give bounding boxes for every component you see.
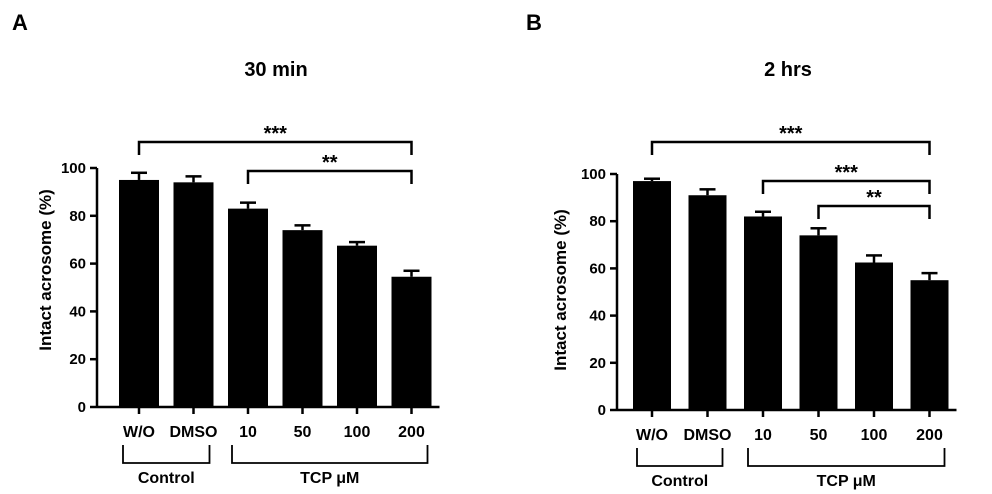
bar-a-4 (337, 245, 377, 407)
bar-a-0 (119, 179, 159, 407)
category-label-a-3: 50 (294, 424, 312, 441)
significance-label-a-0: *** (264, 123, 288, 145)
significance-bracket-b-0 (650, 140, 931, 155)
category-label-a-4: 100 (344, 424, 371, 441)
y-tick-label-b: 80 (589, 213, 606, 230)
category-label-b-2: 10 (754, 427, 772, 444)
significance-bracket-a-1 (246, 169, 413, 184)
significance-label-a-1: ** (322, 152, 338, 174)
group-label-a-1: TCP μM (300, 470, 359, 487)
y-tick-label-b: 0 (598, 402, 606, 419)
group-bracket-b-1 (747, 448, 946, 467)
group-bracket-a-1 (231, 445, 429, 464)
group-label-a-0: Control (138, 470, 195, 487)
category-label-b-3: 50 (810, 427, 828, 444)
panel-label-a: A (12, 10, 28, 35)
category-label-a-0: W/O (123, 424, 155, 441)
bar-b-5 (910, 280, 949, 410)
significance-label-b-2: ** (866, 187, 882, 209)
group-bracket-a-0 (122, 445, 211, 464)
bar-a-1 (173, 182, 214, 407)
significance-bracket-a-0 (137, 140, 413, 155)
plot-area-b: 0 20 40 60 80 100 W/O DMSO 10 50 100 200 Control TCP … (581, 123, 957, 490)
significance-label-b-1: *** (835, 162, 859, 184)
significance-bracket-b-1 (761, 179, 931, 194)
bar-a-5 (391, 276, 432, 407)
bar-b-1 (688, 195, 727, 410)
group-label-b-1: TCP μM (817, 473, 876, 490)
bar-b-0 (633, 181, 671, 410)
category-label-a-1: DMSO (170, 424, 218, 441)
bar-b-4 (855, 262, 893, 410)
y-tick-label-b: 40 (589, 308, 606, 325)
y-tick-label-a: 100 (61, 160, 86, 177)
y-tick-label-b: 60 (589, 260, 606, 277)
significance-bracket-b-2 (817, 204, 931, 219)
y-tick-label-a: 0 (78, 399, 86, 416)
plot-area-a: 0 20 40 60 80 100 W/O DMSO 10 50 100 200 Control TCP … (61, 123, 440, 487)
y-tick-label-a: 60 (69, 256, 86, 273)
category-label-b-4: 100 (861, 427, 888, 444)
category-label-b-5: 200 (916, 427, 943, 444)
y-tick-label-b: 20 (589, 355, 606, 372)
category-label-b-1: DMSO (684, 427, 732, 444)
bar-b-2 (744, 216, 782, 410)
bar-b-3 (799, 235, 838, 410)
category-label-a-2: 10 (239, 424, 257, 441)
group-label-b-0: Control (651, 473, 708, 490)
significance-label-b-0: *** (779, 123, 803, 145)
y-tick-label-b: 100 (581, 166, 606, 183)
bar-a-2 (228, 208, 268, 407)
bar-a-3 (282, 230, 323, 407)
y-tick-label-a: 20 (69, 351, 86, 368)
y-tick-label-a: 40 (69, 303, 86, 320)
category-label-b-0: W/O (636, 427, 668, 444)
chart-title-b: 2 hrs (764, 59, 812, 81)
y-tick-label-a: 80 (69, 208, 86, 225)
panel-label-b: B (526, 10, 542, 35)
y-axis-label-a: Intact acrosome (%) (36, 189, 55, 351)
chart-title-a: 30 min (244, 59, 307, 81)
y-axis-label-b: Intact acrosome (%) (551, 209, 570, 371)
group-bracket-b-0 (636, 448, 724, 467)
category-label-a-5: 200 (398, 424, 425, 441)
